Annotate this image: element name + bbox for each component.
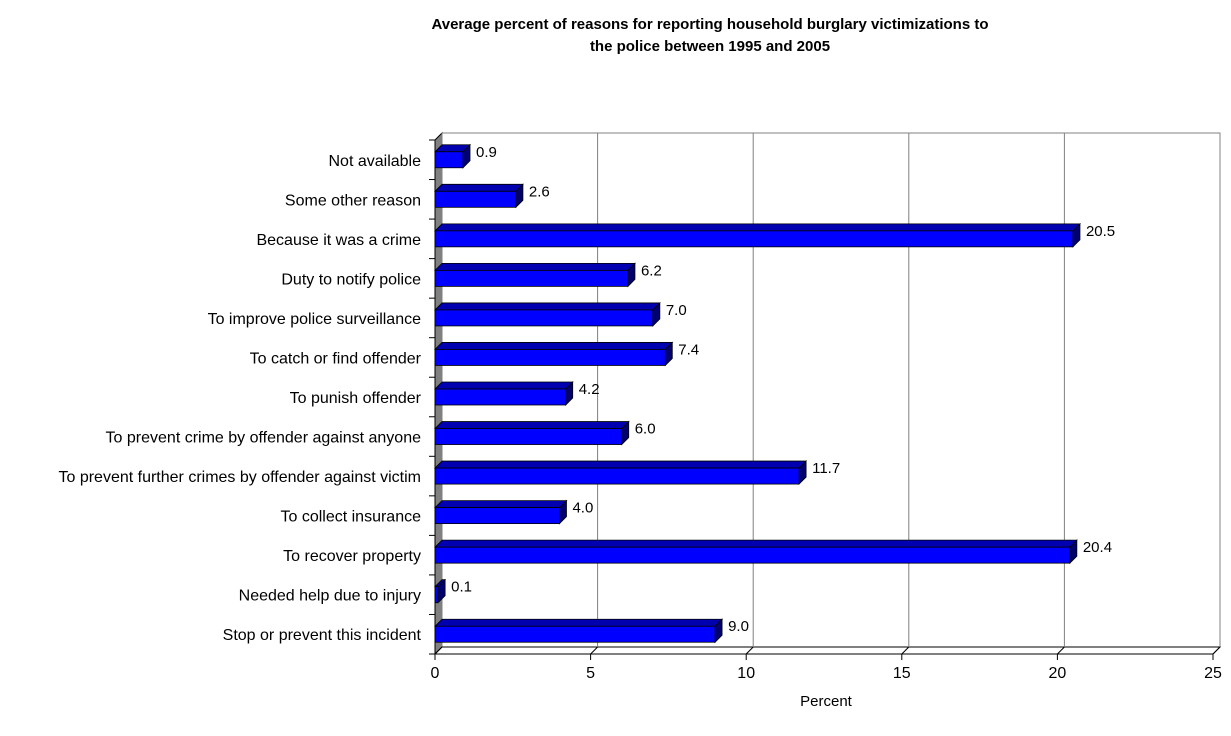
bar-top-face bbox=[434, 618, 724, 627]
bar-front-face bbox=[434, 349, 666, 366]
bar bbox=[434, 420, 630, 446]
bar-top-face bbox=[434, 539, 1078, 548]
bar bbox=[434, 539, 1078, 565]
data-label: 6.0 bbox=[635, 421, 656, 438]
bar-front-face bbox=[434, 190, 517, 208]
bar-front-face bbox=[434, 269, 629, 287]
bar-top-face bbox=[434, 262, 636, 271]
category-label: Duty to notify police bbox=[281, 271, 421, 288]
category-label: Some other reason bbox=[285, 192, 421, 209]
data-label: 20.5 bbox=[1086, 223, 1115, 240]
data-label: 7.4 bbox=[678, 341, 699, 358]
x-tick-label: 15 bbox=[893, 665, 911, 682]
bar-front-face bbox=[434, 230, 1074, 248]
floor-tick bbox=[745, 646, 754, 655]
data-label: 20.4 bbox=[1083, 539, 1112, 556]
x-axis-title: Percent bbox=[800, 693, 853, 710]
bars bbox=[434, 143, 1081, 644]
bar-front-face bbox=[434, 428, 623, 445]
category-label: To punish offender bbox=[290, 390, 422, 407]
floor-tick bbox=[1212, 646, 1221, 655]
bar bbox=[434, 301, 661, 327]
data-label: 0.1 bbox=[451, 579, 472, 596]
bar-front-face bbox=[434, 546, 1071, 564]
x-tick-label: 5 bbox=[586, 665, 595, 682]
category-label: To prevent crime by offender against any… bbox=[106, 430, 422, 447]
data-label: 11.7 bbox=[812, 460, 840, 477]
data-label: 7.0 bbox=[666, 302, 687, 319]
floor-tick bbox=[1057, 646, 1065, 655]
chart-title: Average percent of reasons for reporting… bbox=[431, 16, 989, 55]
bar bbox=[434, 381, 574, 406]
bar-top-face bbox=[434, 460, 808, 469]
bar-top-face bbox=[434, 342, 674, 350]
category-label: To improve police surveillance bbox=[208, 311, 422, 328]
bar bbox=[434, 262, 636, 288]
data-label: 9.0 bbox=[728, 618, 749, 635]
bar-top-face bbox=[434, 500, 568, 509]
category-label: Needed help due to injury bbox=[239, 588, 421, 605]
x-tick-labels: 0 5 10 15 20 25 bbox=[431, 665, 1222, 682]
category-label: To collect insurance bbox=[280, 509, 421, 526]
bar-front-face bbox=[434, 586, 439, 604]
bar-front-face bbox=[434, 309, 654, 327]
bar bbox=[434, 222, 1081, 248]
bar bbox=[434, 143, 471, 169]
category-label: Because it was a crime bbox=[256, 232, 421, 249]
bar bbox=[434, 460, 808, 486]
x-tick-label: 25 bbox=[1204, 665, 1222, 682]
category-label: To catch or find offender bbox=[250, 350, 422, 367]
bar bbox=[434, 578, 447, 604]
data-labels: 0.9 2.6 20.5 6.2 7.0 7.4 4.2 6.0 11.7 4.0 20.4 0.1 9… bbox=[451, 144, 1115, 635]
category-label: Stop or prevent this incident bbox=[223, 627, 422, 644]
x-tick-label: 20 bbox=[1049, 665, 1067, 682]
category-labels: Not available Some other reason Because it… bbox=[58, 153, 421, 644]
x-tick-label: 0 bbox=[431, 665, 440, 682]
bar-top-face bbox=[434, 302, 661, 311]
bar-front-face bbox=[434, 388, 567, 406]
bar-top-face bbox=[434, 223, 1081, 232]
data-label: 4.2 bbox=[579, 381, 600, 398]
bar bbox=[434, 183, 524, 209]
floor-tick bbox=[901, 646, 910, 655]
bar-front-face bbox=[434, 625, 716, 643]
category-label: Not available bbox=[329, 153, 422, 170]
x-tick-label: 10 bbox=[737, 665, 755, 682]
bar-front-face bbox=[434, 467, 800, 485]
bar-top-face bbox=[434, 183, 524, 192]
bar-front-face bbox=[434, 151, 464, 169]
bar-top-face bbox=[434, 421, 630, 429]
bar-top-face bbox=[434, 381, 574, 390]
data-label: 4.0 bbox=[572, 500, 593, 517]
floor-tick bbox=[590, 646, 598, 655]
floor bbox=[433, 646, 1222, 655]
bar-front-face bbox=[434, 507, 560, 525]
data-label: 2.6 bbox=[529, 183, 550, 200]
bar bbox=[434, 499, 568, 525]
data-label: 6.2 bbox=[641, 262, 662, 279]
category-label: To recover property bbox=[283, 548, 421, 565]
data-label: 0.9 bbox=[476, 144, 497, 161]
category-label: To prevent further crimes by offender ag… bbox=[58, 469, 421, 486]
bar bbox=[434, 618, 724, 644]
bar bbox=[434, 341, 674, 367]
